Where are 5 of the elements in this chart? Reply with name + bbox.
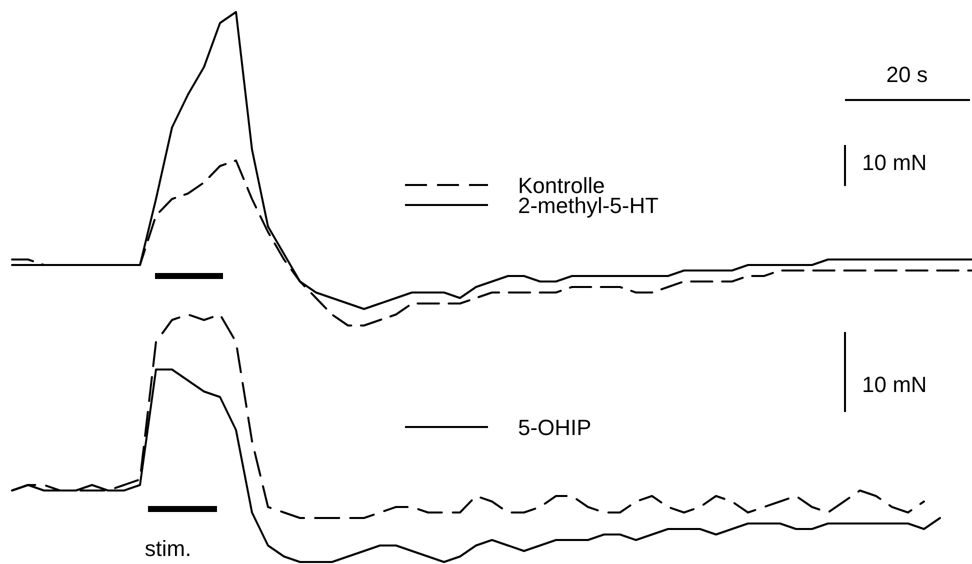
annotation: 20 s (886, 62, 928, 87)
annotation: 10 mN (862, 372, 927, 397)
annotation: 10 mN (862, 150, 927, 175)
legend-label: 5-OHIP (518, 415, 592, 440)
annotation: stim. (144, 536, 192, 561)
